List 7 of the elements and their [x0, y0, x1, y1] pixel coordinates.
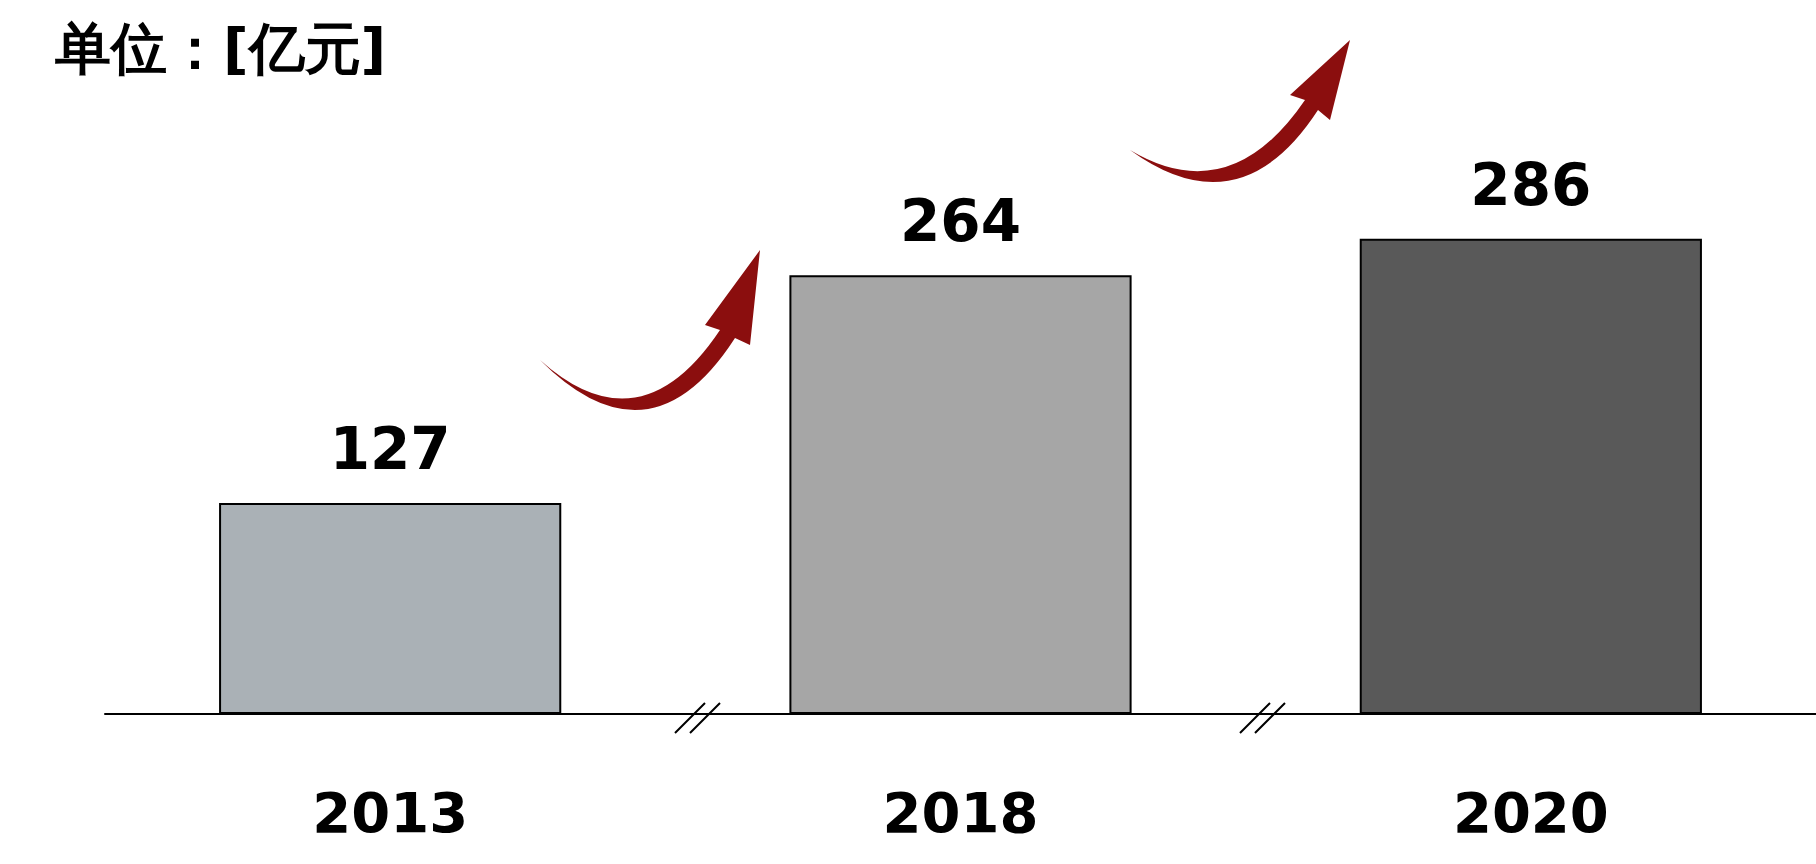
- text: 单位：[亿元]: [54, 15, 387, 81]
- x-tick-label: 2020: [1452, 779, 1609, 845]
- data-label: 286: [1470, 150, 1592, 219]
- data-label: 264: [899, 187, 1022, 256]
- x-tick-label: 2013: [312, 779, 469, 845]
- data-label: 127: [329, 414, 451, 483]
- x-tick-label: 2018: [882, 779, 1039, 845]
